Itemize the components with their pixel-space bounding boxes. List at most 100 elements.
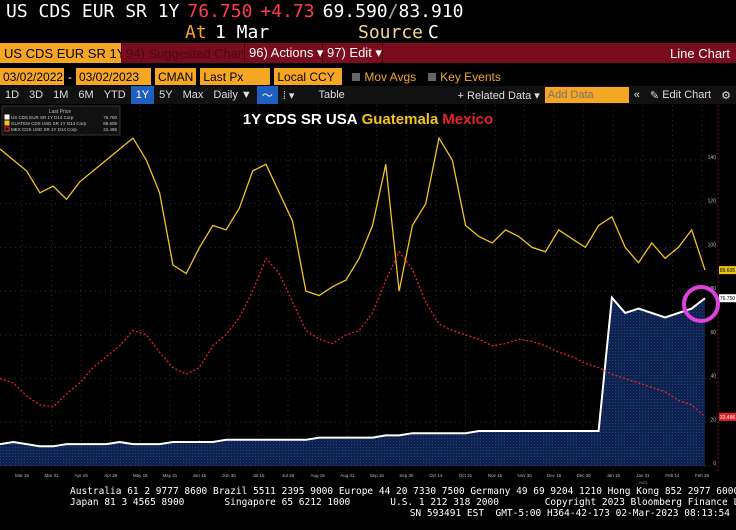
legend-name: US CDS EUR SR 1Y D14 Corp [11,115,74,120]
y-tick-label: 140 [708,155,717,161]
chart-title: 1Y CDS SR USA Guatemala Mexico [243,111,493,128]
last-value-label: 76.750 [720,296,736,302]
footer-line3: SN 593491 EST GMT-5:00 H364-42-173 02-Ma… [409,508,730,519]
x-tick-label: Oct 14 [429,473,443,478]
x-year-label: 2023 [638,480,648,485]
chart-type-label: Line Chart [670,45,730,61]
last-value-tag [719,412,736,421]
start-date-input[interactable]: 03/02/2022 [0,68,64,85]
period-ytd[interactable]: YTD [103,89,126,101]
gear-icon[interactable]: ⚙ [721,89,731,102]
x-tick-label: Nov 15 [488,473,503,478]
last-value-tag [719,266,736,275]
title-mexico: Mexico [442,111,493,128]
legend-swatch [4,114,10,120]
legend: Last Price US CDS EUR SR 1Y D14 Corp 76.7… [1,105,121,136]
legend-value: 76.750 [103,115,117,120]
x-tick-label: Jul 15 [253,473,266,478]
period-1d[interactable]: 1D [5,89,20,101]
add-data-input[interactable] [544,87,629,103]
period-3d[interactable]: 3D [29,89,44,101]
x-tick-label: Sep 30 [399,473,414,478]
period-bar: 1D 3D 1M 6M YTD 1Y 5Y Max Daily ▼ 〜 ⁞ ▾ Table +… [0,86,736,104]
x-tick-label: Oct 31 [459,473,473,478]
price-change: +4.73 [260,1,315,22]
cman-button[interactable]: CMAN [155,68,197,85]
at-value: 1 Mar [215,22,270,43]
legend-swatch [4,126,10,132]
actions-menu[interactable]: 96) Actions ▾ [245,43,323,63]
suggested-charts-button[interactable]: 94) Suggested Charts [122,43,245,63]
legend-header: Last Price [49,109,71,115]
pencil-icon: ✎ [649,89,660,102]
footer: Australia 61 2 9777 8600 Brazil 5511 239… [0,486,736,519]
edit-chart-button[interactable]: ✎ Edit Chart [645,86,716,104]
series-line-us [0,295,706,448]
x-tick-label: Dec 30 [577,473,592,478]
mov-avgs-checkbox[interactable] [352,72,361,81]
source-value: C [428,22,439,43]
legend-value: 22.486 [103,127,117,132]
legend-name: MEX CDS USD SR 1Y D14 Corp [11,127,77,132]
x-tick-label: Aug 31 [340,473,355,478]
last-value-tag [719,294,736,303]
period-1m[interactable]: 1M [53,89,69,101]
period-max[interactable]: Max [182,89,204,101]
footer-line2: Japan 81 3 4565 8900 Singapore 65 6212 1… [70,497,736,508]
x-tick-label: Jun 15 [193,473,207,478]
x-tick-label: Feb 28 [695,473,710,478]
x-tick-label: Jan 31 [636,473,650,478]
dash: - [68,69,72,84]
currency-select[interactable]: Local CCY [274,68,343,85]
key-events-checkbox[interactable] [428,72,437,81]
x-tick-label: Aug 15 [311,473,326,478]
y-tick-label: 80 [710,286,716,292]
related-data-menu[interactable]: + Related Data ▾ [457,89,540,102]
range-low: 69.590 [322,1,388,22]
y-tick-label: 60 [710,330,716,336]
source-label: Source [358,22,424,43]
collapse-icon[interactable]: « [633,89,640,101]
x-tick-label: Dec 15 [547,473,562,478]
y-tick-label: 40 [710,374,716,380]
y-tick-label: 120 [708,199,717,205]
at-label: At [185,22,207,43]
line-chart: 0 20 40 60 80 100 120 140 Mar 15 Mar 31 Apr 15 Apr … [0,105,736,485]
footer-line1: Australia 61 2 9777 8600 Brazil 5511 239… [70,486,736,497]
legend-swatch [4,120,10,126]
y-tick-label: 20 [710,417,716,423]
end-date-input[interactable]: 03/02/2023 [76,68,151,85]
quote-line: US CDS EUR SR 1Y 76.750 +4.73 69.590/83.910 [6,1,472,22]
edit-menu[interactable]: 97) Edit ▾ [323,43,383,63]
frequency-select[interactable]: Daily ▼ [213,89,252,101]
function-toolbar: US CDS EUR SR 1Y D 94) Suggested Charts … [0,43,736,63]
edit-chart-label: Edit Chart [662,89,712,101]
last-value-label: 89.605 [720,268,736,274]
x-tick-label: Apr 29 [104,473,118,478]
x-tick-label: May 16 [133,473,148,478]
period-1y[interactable]: 1Y [130,86,155,104]
x-tick-label: Mar 31 [45,473,60,478]
field-select[interactable]: Last Px [200,68,271,85]
security-field[interactable]: US CDS EUR SR 1Y D [0,43,122,63]
bar-chart-icon[interactable]: ⁞ ▾ [282,89,295,102]
x-tick-label: Jun 30 [222,473,236,478]
ticker: US CDS EUR SR 1Y [6,1,180,22]
period-5y[interactable]: 5Y [159,89,173,101]
line-chart-icon[interactable]: 〜 [256,86,278,104]
range-high: 83.910 [398,1,464,22]
last-value-label: 22.486 [720,415,736,421]
key-events-label[interactable]: Key Events [440,69,501,84]
table-button[interactable]: Table [318,89,345,101]
legend-value: 89.605 [103,121,117,126]
x-tick-label: Mar 15 [15,473,30,478]
series-line-guatemala [0,136,706,297]
y-tick-label: 0 [713,461,716,467]
mov-avgs-label[interactable]: Mov Avgs [364,69,417,84]
x-tick-label: Apr 15 [74,473,88,478]
x-tick-label: Jul 29 [282,473,295,478]
period-6m[interactable]: 6M [78,89,94,101]
range-sep: / [387,1,399,22]
x-tick-label: May 31 [162,473,177,478]
x-tick-label: Sep 15 [370,473,385,478]
